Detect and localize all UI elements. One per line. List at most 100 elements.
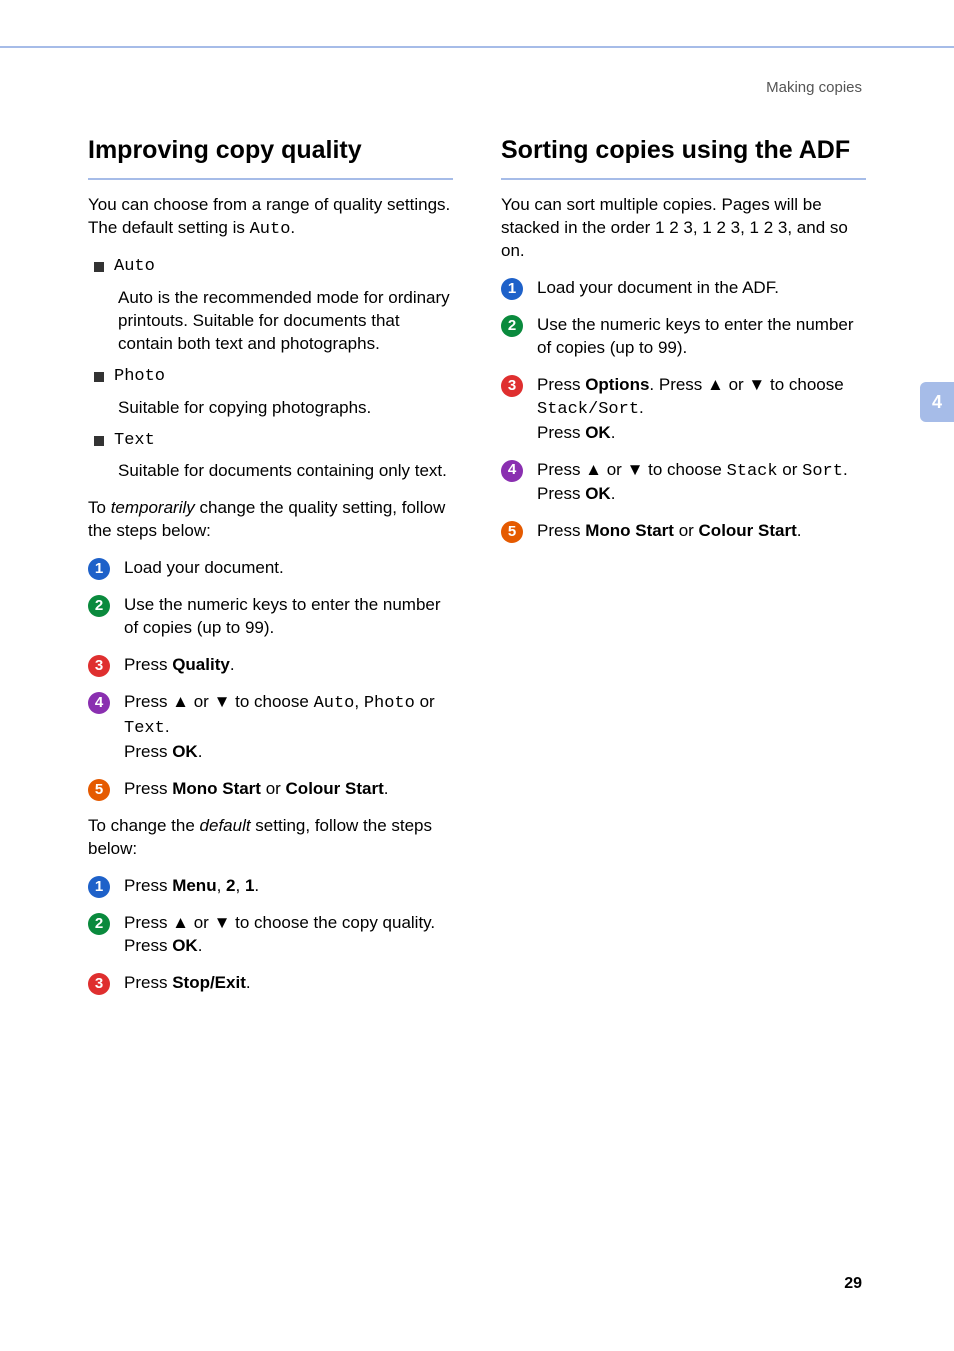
- step-number-icon: 2: [88, 913, 110, 935]
- step-text: Press Mono Start or Colour Start.: [537, 520, 866, 543]
- r5-mid: or: [674, 521, 699, 540]
- t-italic: temporarily: [111, 498, 195, 517]
- square-bullet-icon: [94, 372, 104, 382]
- b2-l2-pre: Press: [124, 936, 172, 955]
- step-number-icon: 3: [88, 973, 110, 995]
- step-b2: 2 Press ▲ or ▼ to choose the copy qualit…: [88, 912, 453, 958]
- s4-m1: Auto: [314, 694, 355, 713]
- b3-pre: Press: [124, 973, 172, 992]
- heading-sorting-copies: Sorting copies using the ADF: [501, 134, 866, 180]
- d-pre: To change the: [88, 816, 200, 835]
- r4-l1-pre: Press ▲ or ▼ to choose: [537, 460, 727, 479]
- s5-b1: Mono Start: [172, 779, 261, 798]
- bullet-head: Text: [94, 430, 453, 453]
- r4-l1-post: .: [843, 460, 848, 479]
- step-number-icon: 1: [88, 558, 110, 580]
- intro-text: You can choose from a range of quality s…: [88, 194, 453, 242]
- step-text: Use the numeric keys to enter the number…: [537, 314, 866, 360]
- step-text: Press Quality.: [124, 654, 453, 677]
- r3-l2-mono: Stack/Sort: [537, 400, 639, 419]
- step-text: Press ▲ or ▼ to choose Auto, Photo or Te…: [124, 691, 453, 764]
- step-text: Press ▲ or ▼ to choose the copy quality.…: [124, 912, 453, 958]
- step-a2: 2 Use the numeric keys to enter the numb…: [88, 594, 453, 640]
- r4-l2-post: .: [611, 484, 616, 503]
- r3-l3-pre: Press: [537, 423, 585, 442]
- running-header: Making copies: [0, 48, 954, 98]
- s4-l2-post: .: [165, 717, 170, 736]
- step-number-icon: 1: [88, 876, 110, 898]
- s5-b2: Colour Start: [286, 779, 384, 798]
- bullet-term: Auto: [114, 256, 155, 279]
- step-text: Press Options. Press ▲ or ▼ to choose St…: [537, 374, 866, 445]
- default-change-text: To change the default setting, follow th…: [88, 815, 453, 861]
- r4-l1-m1: Stack: [727, 462, 778, 481]
- r3-l1-bold: Options: [585, 375, 649, 394]
- step-a5: 5 Press Mono Start or Colour Start.: [88, 778, 453, 801]
- step-text: Use the numeric keys to enter the number…: [124, 594, 453, 640]
- b1-pre: Press: [124, 876, 172, 895]
- s4-l3-bold: OK: [172, 742, 198, 761]
- step-b3: 3 Press Stop/Exit.: [88, 972, 453, 995]
- b3-bold: Stop/Exit: [172, 973, 246, 992]
- r5-b1: Mono Start: [585, 521, 674, 540]
- step-text: Press Menu, 2, 1.: [124, 875, 453, 898]
- chapter-tab: 4: [920, 382, 954, 422]
- step-a4: 4 Press ▲ or ▼ to choose Auto, Photo or …: [88, 691, 453, 764]
- r3-l3-post: .: [611, 423, 616, 442]
- s4-pre: Press ▲ or ▼ to choose: [124, 692, 314, 711]
- b1-b2: 2: [226, 876, 235, 895]
- top-accent-bar: [0, 0, 954, 48]
- bullet-term: Photo: [114, 366, 165, 389]
- b1-m2: ,: [236, 876, 245, 895]
- bullet-head: Auto: [94, 256, 453, 279]
- r4-l1-mid: or: [778, 460, 803, 479]
- step-b1: 1 Press Menu, 2, 1.: [88, 875, 453, 898]
- intro-mono: Auto: [250, 220, 291, 239]
- step-r2: 2 Use the numeric keys to enter the numb…: [501, 314, 866, 360]
- step-number-icon: 2: [88, 595, 110, 617]
- bullet-auto: Auto Auto is the recommended mode for or…: [88, 256, 453, 356]
- step-number-icon: 4: [501, 460, 523, 482]
- r4-l2-bold: OK: [585, 484, 611, 503]
- b3-post: .: [246, 973, 251, 992]
- b1-m1: ,: [217, 876, 226, 895]
- heading-improving-copy-quality: Improving copy quality: [88, 134, 453, 180]
- s4-m2: Photo: [364, 694, 415, 713]
- s4-m3: Text: [124, 719, 165, 738]
- step-r1: 1 Load your document in the ADF.: [501, 277, 866, 300]
- r5-pre: Press: [537, 521, 585, 540]
- step-number-icon: 3: [501, 375, 523, 397]
- r5-post: .: [797, 521, 802, 540]
- step-r4: 4 Press ▲ or ▼ to choose Stack or Sort. …: [501, 459, 866, 507]
- r3-l1-mid: . Press ▲ or ▼ to choose: [649, 375, 843, 394]
- step-r5: 5 Press Mono Start or Colour Start.: [501, 520, 866, 543]
- right-intro: You can sort multiple copies. Pages will…: [501, 194, 866, 263]
- temporarily-change-text: To temporarily change the quality settin…: [88, 497, 453, 543]
- s3-pre: Press: [124, 655, 172, 674]
- square-bullet-icon: [94, 262, 104, 272]
- step-a3: 3 Press Quality.: [88, 654, 453, 677]
- step-number-icon: 1: [501, 278, 523, 300]
- step-a1: 1 Load your document.: [88, 557, 453, 580]
- step-text: Press ▲ or ▼ to choose Stack or Sort. Pr…: [537, 459, 866, 507]
- s4-sep1: ,: [354, 692, 363, 711]
- r4-l2-pre: Press: [537, 484, 585, 503]
- step-number-icon: 4: [88, 692, 110, 714]
- bullet-head: Photo: [94, 366, 453, 389]
- r4-l1-m2: Sort: [802, 462, 843, 481]
- bullet-text: Text Suitable for documents containing o…: [88, 430, 453, 484]
- page-content: Improving copy quality You can choose fr…: [0, 98, 954, 1008]
- bullet-photo: Photo Suitable for copying photographs.: [88, 366, 453, 420]
- s4-l3-pre: Press: [124, 742, 172, 761]
- step-number-icon: 5: [88, 779, 110, 801]
- step-text: Load your document in the ADF.: [537, 277, 866, 300]
- step-text: Press Stop/Exit.: [124, 972, 453, 995]
- d-italic: default: [200, 816, 251, 835]
- bullet-desc: Auto is the recommended mode for ordinar…: [118, 287, 453, 356]
- s5-pre: Press: [124, 779, 172, 798]
- b1-b3: 1: [245, 876, 254, 895]
- b2-l2-bold: OK: [172, 936, 198, 955]
- step-r3: 3 Press Options. Press ▲ or ▼ to choose …: [501, 374, 866, 445]
- s4-l3-post: .: [198, 742, 203, 761]
- step-number-icon: 2: [501, 315, 523, 337]
